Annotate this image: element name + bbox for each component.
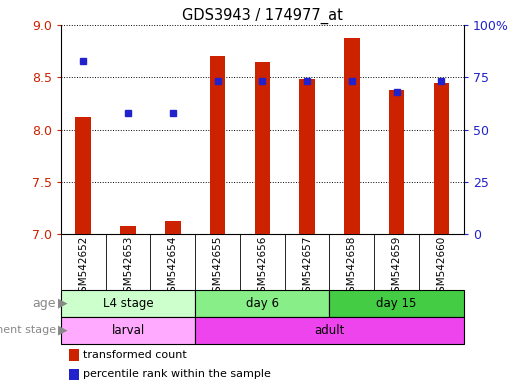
Bar [344, 38, 360, 234]
Bar [434, 83, 449, 234]
Text: GSM542654: GSM542654 [168, 236, 178, 299]
Text: percentile rank within the sample: percentile rank within the sample [83, 369, 271, 379]
Bar [69, 369, 79, 380]
Bar [165, 221, 181, 234]
Text: day 15: day 15 [376, 297, 417, 310]
Text: adult: adult [314, 324, 344, 337]
Text: GSM542657: GSM542657 [302, 236, 312, 299]
Text: GSM542652: GSM542652 [78, 236, 89, 299]
Title: GDS3943 / 174977_at: GDS3943 / 174977_at [182, 7, 343, 23]
Bar [210, 56, 225, 234]
Bar [120, 226, 136, 234]
Bar [389, 90, 404, 234]
Bar [330, 290, 464, 317]
Text: transformed count: transformed count [83, 350, 187, 360]
Text: GSM542658: GSM542658 [347, 236, 357, 299]
Text: GSM542656: GSM542656 [258, 236, 267, 299]
Text: ▶: ▶ [58, 324, 68, 337]
Text: development stage: development stage [0, 325, 56, 335]
Bar [69, 349, 79, 361]
Text: GSM542659: GSM542659 [392, 236, 402, 299]
Bar [299, 79, 315, 234]
Bar [75, 117, 91, 234]
Text: age: age [32, 297, 56, 310]
Text: day 6: day 6 [246, 297, 279, 310]
Bar [61, 290, 195, 317]
Bar [195, 317, 464, 344]
Bar [61, 317, 195, 344]
Text: ▶: ▶ [58, 297, 68, 310]
Bar [254, 61, 270, 234]
Text: GSM542655: GSM542655 [213, 236, 223, 299]
Bar [195, 290, 330, 317]
Text: L4 stage: L4 stage [103, 297, 153, 310]
Text: larval: larval [111, 324, 145, 337]
Text: GSM542660: GSM542660 [436, 236, 446, 299]
Text: GSM542653: GSM542653 [123, 236, 133, 299]
